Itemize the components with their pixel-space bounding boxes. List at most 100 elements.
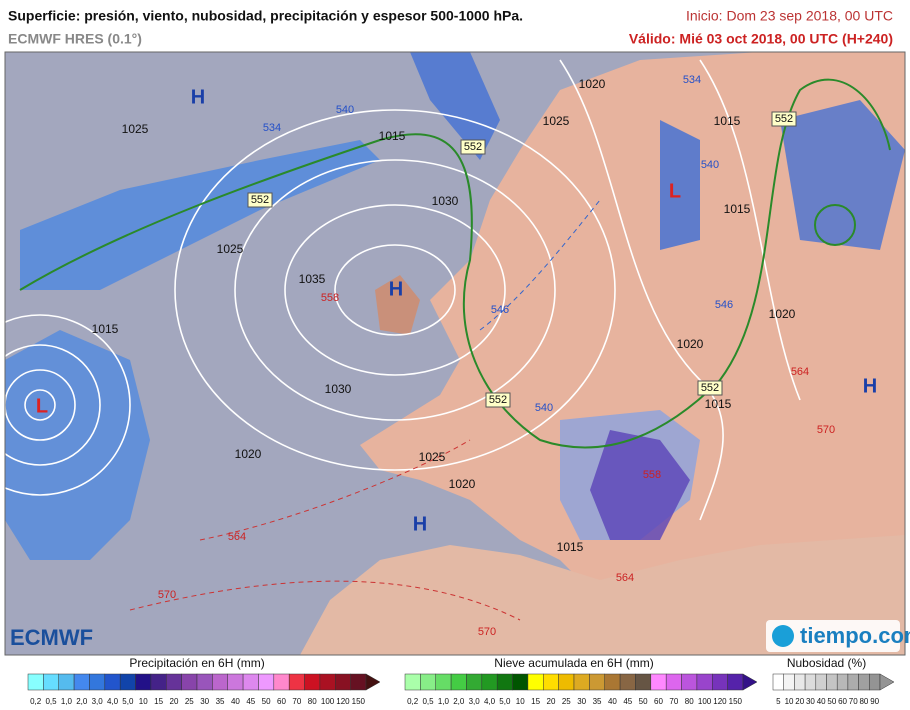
legend-label: 100 [698, 697, 712, 706]
legend-swatch [135, 673, 152, 691]
legend-swatch [119, 673, 136, 691]
thickness-box-label: 552 [489, 394, 507, 406]
legend-label: 80 [308, 697, 317, 706]
isobar-label: 1025 [543, 114, 570, 128]
legend-label: 25 [562, 697, 571, 706]
legend-label: 80 [685, 697, 694, 706]
legend-label: 10 [516, 697, 525, 706]
legend-label: 70 [669, 697, 678, 706]
legend-swatch [466, 673, 483, 691]
legend-swatch [43, 673, 59, 691]
isobar-label: 1030 [325, 382, 352, 396]
legend-swatch [783, 673, 795, 691]
legend-swatch [335, 673, 351, 691]
legend-label: 150 [352, 697, 366, 706]
legend-label: 50 [639, 697, 648, 706]
isobar [559, 59, 724, 521]
legend-swatch [512, 673, 529, 691]
thickness-box-label: 552 [251, 194, 269, 206]
thickness-box [697, 380, 723, 396]
legend-label: 3,0 [469, 697, 481, 706]
precip-greece [590, 430, 690, 540]
legend-label: 40 [231, 697, 240, 706]
legend-label: 30 [200, 697, 209, 706]
valid-time: Válido: Mié 03 oct 2018, 00 UTC (H+240) [629, 31, 893, 47]
isobar [24, 389, 56, 421]
legend-swatch [573, 673, 590, 691]
legend-label: 30 [806, 697, 815, 706]
legend-label: 25 [185, 697, 194, 706]
legend-swatch [727, 673, 744, 691]
legend-swatch [794, 673, 806, 691]
legend-swatch [589, 673, 605, 691]
legend-swatch [869, 673, 881, 691]
thickness-label: 570 [158, 589, 176, 601]
init-time: Inicio: Dom 23 sep 2018, 00 UTC [686, 8, 893, 24]
legend-arrow [365, 673, 381, 691]
thickness-box [485, 392, 511, 408]
legend-label: 2,0 [453, 697, 465, 706]
thickness-552 [814, 204, 856, 246]
legend-swatch [181, 673, 198, 691]
legend-label: 60 [654, 697, 663, 706]
legend-label: 5,0 [499, 697, 511, 706]
legend-swatch [258, 673, 275, 691]
legend-label: 60 [838, 697, 847, 706]
legend-label: 1,0 [61, 697, 73, 706]
legend-title: Precipitación en 6H (mm) [129, 656, 264, 670]
legend-swatch [58, 673, 75, 691]
isobar-label: 1020 [769, 307, 796, 321]
legend-swatch [847, 673, 859, 691]
legend-swatch [435, 673, 452, 691]
isobar [234, 159, 556, 421]
legend-swatch [273, 673, 290, 691]
legend-swatch [481, 673, 498, 691]
legend-label: 35 [593, 697, 602, 706]
legend-swatch [619, 673, 636, 691]
legend-swatch [712, 673, 728, 691]
isobar-label: 1015 [92, 322, 119, 336]
thickness-box [247, 192, 273, 208]
pressure-center: H [191, 86, 205, 108]
isobar-label: 1020 [449, 477, 476, 491]
legend-label: 40 [817, 697, 826, 706]
model: ECMWF HRES (0.1°) [8, 31, 142, 47]
legend-label: 15 [531, 697, 540, 706]
isobar [5, 314, 131, 496]
ecmwf-logo: ECMWF [10, 625, 93, 650]
precip-band [20, 140, 380, 290]
legend-arrow [879, 673, 895, 691]
legend-swatch [558, 673, 575, 691]
legend-swatch [104, 673, 121, 691]
legend-label: 70 [292, 697, 301, 706]
legend-swatch [404, 673, 421, 691]
thickness-box [771, 111, 797, 127]
legend-label: 1,0 [438, 697, 450, 706]
legend-label: 0,2 [30, 697, 42, 706]
thickness-label: 558 [321, 292, 339, 304]
thickness-label: 540 [336, 104, 354, 116]
legend-swatch [696, 673, 713, 691]
isobar [174, 109, 616, 471]
legend-label: 45 [623, 697, 632, 706]
isobar [5, 369, 76, 441]
legend-swatch [212, 673, 228, 691]
title: Superficie: presión, viento, nubosidad, … [8, 8, 523, 24]
africa-land [300, 535, 905, 655]
legend-label: 80 [859, 697, 868, 706]
legend-swatch [27, 673, 44, 691]
legend-swatch [73, 673, 90, 691]
pressure-center: H [389, 278, 403, 300]
legend-label: 2,0 [76, 697, 88, 706]
legend-label: 5 [776, 697, 781, 706]
isobar [699, 59, 801, 401]
legend-swatch [772, 673, 784, 691]
thickness-label: 540 [535, 402, 553, 414]
legend-label: 15 [154, 697, 163, 706]
isobar-label: 1020 [235, 447, 262, 461]
legend-swatch [496, 673, 513, 691]
legend-swatch [89, 673, 106, 691]
legend-label: 0,5 [422, 697, 434, 706]
legend-label: 120 [713, 697, 727, 706]
legend-swatch [804, 673, 817, 691]
